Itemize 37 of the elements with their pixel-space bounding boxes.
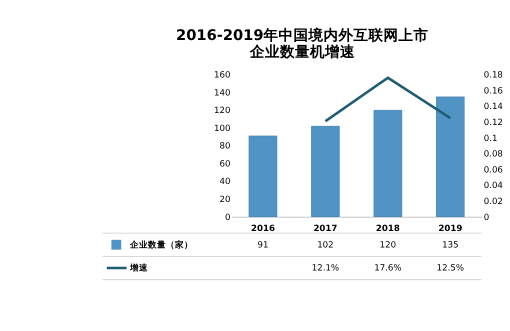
data-label: 17.6% (374, 264, 402, 274)
y2-tick-label: 0.12 (484, 118, 503, 128)
y2-tick-label: 0.02 (484, 196, 503, 207)
y-tick-label: 20 (219, 194, 230, 205)
legend-label: 增速 (129, 262, 150, 274)
y2-tick-label: 0.18 (484, 70, 503, 81)
x-tick-label: 2017 (313, 224, 338, 234)
legend-label: 企业数量（家） (129, 239, 194, 250)
y2-tick-label: 0 (484, 212, 490, 223)
bar (436, 96, 465, 217)
y-tick-label: 60 (219, 159, 230, 170)
y2-tick-label: 0.1 (484, 134, 498, 144)
y2-tick-label: 0.16 (484, 86, 503, 96)
y2-tick-label: 0.08 (484, 150, 503, 160)
data-label: 135 (442, 240, 459, 250)
x-tick-label: 2016 (250, 224, 275, 234)
bar (248, 136, 278, 217)
data-label: 12.1% (312, 264, 340, 274)
data-label: 12.5% (436, 264, 464, 274)
y-tick-label: 40 (219, 177, 230, 188)
y2-tick-label: 0.14 (484, 102, 503, 112)
data-label: 120 (380, 240, 396, 250)
x-tick-label: 2019 (438, 224, 462, 234)
x-tick-label: 2018 (376, 224, 400, 234)
y-tick-label: 100 (214, 124, 230, 134)
y-tick-label: 140 (214, 88, 230, 98)
data-label: 91 (257, 240, 268, 250)
y-tick-label: 160 (214, 70, 230, 81)
chart-title: 2016-2019年中国境内外互联网上市企业数量机增速 (176, 26, 429, 61)
y-tick-label: 120 (214, 106, 230, 116)
bar (374, 110, 402, 217)
y2-tick-label: 0.04 (484, 181, 503, 192)
y-tick-label: 80 (219, 142, 230, 152)
y-tick-label: 0 (224, 212, 230, 223)
bar (311, 126, 340, 217)
data-label: 102 (317, 240, 334, 250)
y2-tick-label: 0.06 (484, 165, 503, 176)
